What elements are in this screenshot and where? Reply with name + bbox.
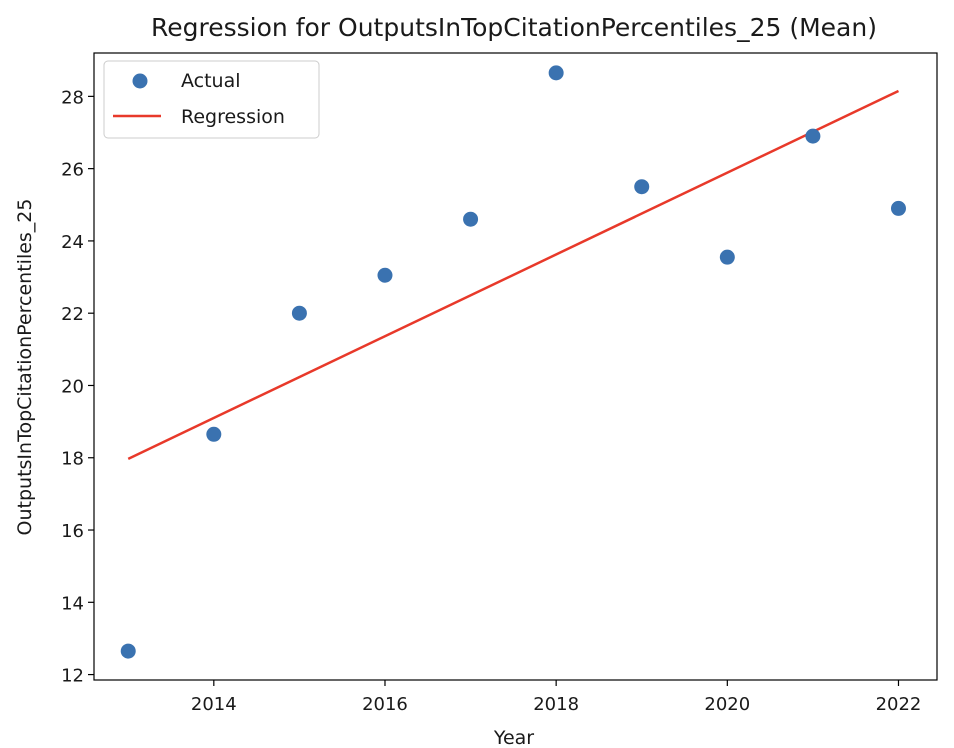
data-point-2015 xyxy=(291,305,307,321)
y-axis-ticks: 12 14 16 18 20 22 24 26 28 xyxy=(61,87,94,687)
data-point-2018 xyxy=(548,65,564,81)
y-tick-label: 26 xyxy=(61,160,84,181)
y-tick-label: 28 xyxy=(61,87,84,108)
data-point-2019 xyxy=(634,179,650,195)
y-tick-label: 22 xyxy=(61,304,84,325)
x-tick-label: 2016 xyxy=(362,694,408,715)
x-tick-label: 2014 xyxy=(191,694,237,715)
data-point-2022 xyxy=(890,200,906,216)
plot-area xyxy=(93,52,938,681)
scatter-points-layer xyxy=(120,65,906,659)
y-tick-label: 12 xyxy=(61,666,84,687)
data-point-2013 xyxy=(120,643,136,659)
y-axis-label: OutputsInTopCitationPercentiles_25 xyxy=(14,199,36,536)
y-tick-label: 20 xyxy=(61,376,84,397)
legend-marker-actual xyxy=(132,73,148,89)
y-tick-label: 16 xyxy=(61,521,84,542)
x-tick-label: 2020 xyxy=(704,694,750,715)
x-tick-label: 2022 xyxy=(876,694,922,715)
y-tick-label: 24 xyxy=(61,232,84,253)
data-point-2017 xyxy=(463,211,479,227)
regression-layer xyxy=(127,89,900,460)
y-tick-label: 18 xyxy=(61,449,84,470)
data-point-2016 xyxy=(377,267,393,283)
legend-label-actual: Actual xyxy=(181,70,241,92)
legend-label-regression: Regression xyxy=(181,106,285,128)
x-tick-label: 2018 xyxy=(533,694,579,715)
x-axis-ticks: 2014 2016 2018 2020 2022 xyxy=(191,680,921,715)
legend-box xyxy=(103,60,320,139)
x-axis-label: Year xyxy=(493,727,534,748)
data-point-2014 xyxy=(206,426,222,442)
regression-line xyxy=(127,89,900,460)
y-tick-label: 14 xyxy=(61,593,84,614)
legend: Actual Regression xyxy=(103,60,320,139)
data-point-2021 xyxy=(805,128,821,144)
chart-title: Regression for OutputsInTopCitationPerce… xyxy=(151,13,877,42)
data-point-2020 xyxy=(719,249,735,265)
